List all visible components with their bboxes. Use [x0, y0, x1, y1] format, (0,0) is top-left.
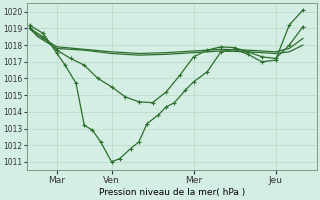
- X-axis label: Pression niveau de la mer( hPa ): Pression niveau de la mer( hPa ): [99, 188, 245, 197]
